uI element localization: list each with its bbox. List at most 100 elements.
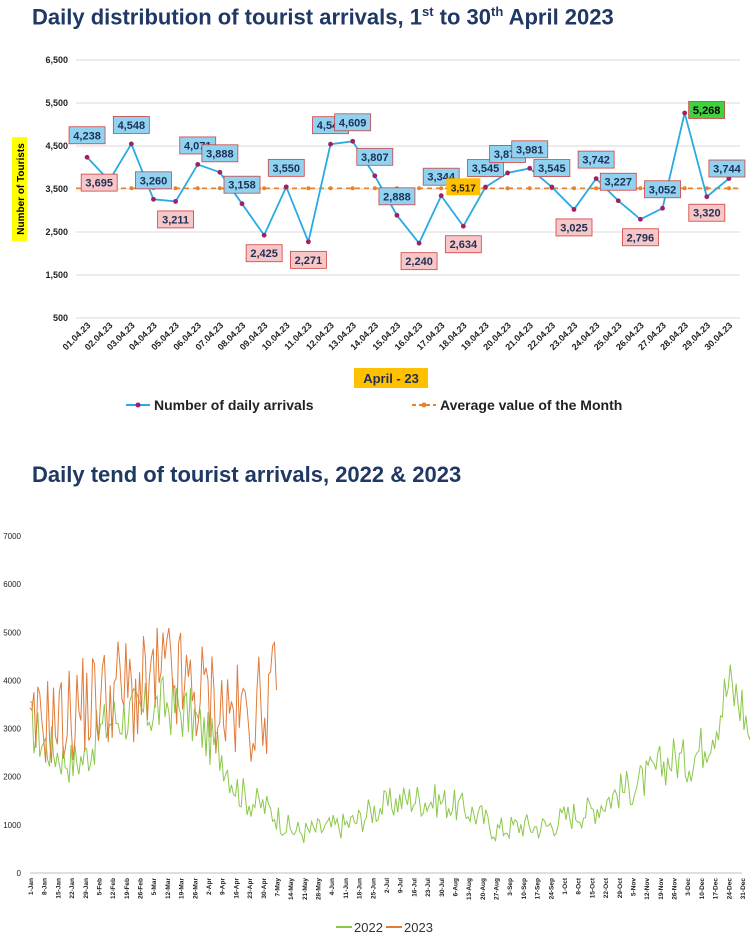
x-tick-label: 5-Feb (96, 878, 103, 895)
average-point (726, 186, 731, 191)
data-label-box (378, 187, 416, 206)
daily-arrivals-point (261, 232, 267, 238)
data-label-box (80, 173, 118, 192)
y-axis-label-bg (12, 137, 27, 241)
x-tick-label: 19-Mar (179, 878, 186, 899)
x-tick-label: 3-Sep (507, 878, 514, 896)
average-label-box (446, 178, 481, 196)
data-label: 3,158 (228, 180, 256, 192)
average-point (173, 186, 178, 191)
x-tick-label: 18-Jun (357, 878, 364, 899)
x-tick-label: 12-Feb (110, 878, 117, 899)
y-tick-label: 3,500 (45, 184, 68, 194)
daily-arrivals-point (593, 176, 599, 181)
x-tick-label: 19-Nov (658, 878, 665, 900)
daily-arrivals-point (615, 198, 621, 204)
x-tick-label: 17-Sep (535, 878, 542, 899)
x-tick-label: 16-Jul (411, 878, 418, 897)
average-point (129, 186, 134, 191)
data-label-group: 2,240 (400, 252, 438, 271)
x-tick-label: 8-Oct (576, 877, 583, 894)
x-tick-label: 30-Apr (261, 878, 268, 899)
data-label: 3,807 (361, 152, 389, 164)
x-tick-label: 19-Feb (124, 878, 131, 899)
x-tick-label: 9-Jul (398, 878, 405, 893)
daily-arrivals-point (217, 169, 223, 175)
y-tick-label: 6000 (3, 580, 21, 589)
average-point (195, 186, 200, 191)
daily-arrivals-point (483, 184, 488, 190)
x-tick-label: 5-Nov (630, 878, 637, 896)
x-tick-label: 8-Jan (42, 878, 49, 895)
data-label-group: 3,545 (533, 159, 571, 177)
average-point (505, 186, 510, 191)
data-label-box (708, 159, 746, 178)
x-tick-label: 1-Oct (562, 877, 569, 894)
april-arrivals-chart: 500 1,500 2,500 3,500 4,500 5,500 6,500 Number … (12, 55, 746, 413)
average-point (306, 186, 311, 191)
data-label-group: 3,550 (267, 158, 305, 177)
daily-arrivals-point (283, 184, 289, 190)
x-tick-label: 24-Sep (548, 878, 555, 899)
data-label-group: 3,807 (356, 147, 394, 166)
daily-arrivals-point (306, 239, 311, 245)
average-point (638, 186, 643, 191)
data-label: 3,227 (605, 177, 633, 189)
data-label-box (68, 126, 106, 145)
data-label-group: 4,238 (68, 126, 106, 145)
data-label-group: 2,796 (622, 228, 659, 247)
data-label: 2,425 (250, 248, 278, 260)
x-tick-label: 17-Dec (713, 878, 720, 900)
x-tick-label: 26-Feb (138, 878, 145, 899)
legend-marker-average (421, 402, 427, 408)
x-tick-label: 9-Apr (220, 878, 227, 895)
data-label-box (622, 228, 659, 247)
data-label-group: 2,271 (289, 250, 327, 269)
y-tick-label: 2,500 (45, 227, 68, 237)
daily-arrivals-point (394, 212, 400, 218)
data-label: 5,268 (693, 105, 721, 117)
x-tick-label: 15-Oct (589, 877, 596, 898)
daily-arrivals-point (350, 138, 356, 144)
daily-arrivals-point (638, 216, 643, 222)
legend-label-2022: 2022 (354, 920, 383, 935)
data-label-box (644, 180, 681, 199)
y-tick-label: 7000 (3, 532, 21, 541)
average-point (328, 186, 333, 191)
x-tick-label: 2-Jul (384, 878, 391, 893)
y-tick-label: 5,500 (45, 98, 68, 108)
daily-arrivals-point (416, 240, 422, 246)
average-point (572, 186, 576, 191)
data-label-box (223, 175, 261, 194)
x-tick-label: 10-Sep (521, 878, 528, 899)
data-label-group: 2,425 (245, 244, 283, 263)
data-label: 2,271 (295, 255, 323, 267)
data-label-box (533, 159, 571, 177)
y-tick-label: 4000 (3, 676, 21, 685)
data-label: 3,695 (85, 178, 113, 190)
daily-arrivals-point (505, 170, 510, 176)
data-label-box (135, 171, 172, 190)
data-label-group: 2,888 (378, 187, 416, 206)
daily-arrivals-point (173, 199, 179, 204)
x-tick-label: 12-Nov (644, 878, 651, 900)
average-point (704, 186, 709, 191)
x-tick-label: 6-Aug (452, 878, 459, 896)
average-point (527, 186, 532, 191)
daily-arrivals-point (151, 196, 156, 202)
data-label-box (467, 159, 504, 177)
data-label: 3,550 (273, 163, 301, 175)
data-label-group: 2,634 (444, 235, 482, 254)
chart1-title: Daily distribution of tourist arrivals, … (32, 4, 614, 30)
y-tick-label: 1,500 (45, 270, 68, 280)
data-label: 3,211 (162, 214, 189, 226)
y-axis-label: Number of Tourists (16, 143, 27, 235)
x-tick-label: 29-Oct (617, 877, 624, 898)
data-label-box (444, 235, 482, 254)
daily-arrivals-point (704, 194, 710, 200)
data-label-group: 3,981 (511, 140, 549, 159)
daily-arrivals-point (195, 162, 201, 167)
daily-arrivals-point (460, 223, 466, 229)
data-label-box (400, 252, 438, 271)
